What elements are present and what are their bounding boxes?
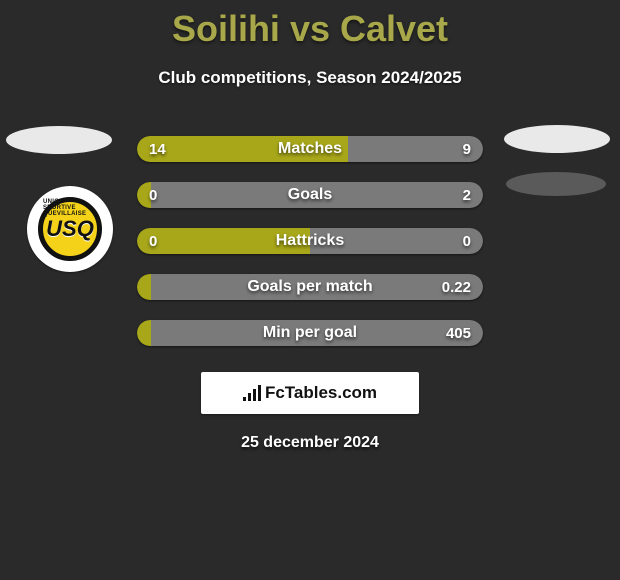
stat-bar: Min per goal405 <box>137 320 483 346</box>
stat-row: Matches14 9 <box>0 126 620 172</box>
brand-text: FcTables.com <box>265 383 377 403</box>
stat-bar: Goals per match0.22 <box>137 274 483 300</box>
stat-label: Min per goal <box>137 320 483 346</box>
stat-value-right: 2 <box>463 182 471 208</box>
brand-box[interactable]: FcTables.com <box>201 372 419 414</box>
stat-row: Hattricks0 0 <box>0 218 620 264</box>
stat-value-right: 9 <box>463 136 471 162</box>
stat-bar: Hattricks0 0 <box>137 228 483 254</box>
stat-value-left: 0 <box>149 182 157 208</box>
stat-label: Goals <box>137 182 483 208</box>
stat-label: Hattricks <box>137 228 483 254</box>
stat-row: Min per goal405 <box>0 310 620 356</box>
stat-value-right: 0 <box>463 228 471 254</box>
stat-value-right: 405 <box>446 320 471 346</box>
stat-value-right: 0.22 <box>442 274 471 300</box>
stat-label: Goals per match <box>137 274 483 300</box>
comparison-subtitle: Club competitions, Season 2024/2025 <box>0 68 620 88</box>
snapshot-date: 25 december 2024 <box>0 434 620 452</box>
stat-bar: Goals0 2 <box>137 182 483 208</box>
brand-chart-icon <box>243 385 261 401</box>
stat-value-left: 0 <box>149 228 157 254</box>
comparison-title: Soilihi vs Calvet <box>0 0 620 50</box>
stat-bar: Matches14 9 <box>137 136 483 162</box>
stat-row: Goals per match0.22 <box>0 264 620 310</box>
stats-container: UNION SPORTIVE QUEVILLAISE USQ Matches14… <box>0 126 620 356</box>
stat-label: Matches <box>137 136 483 162</box>
stat-value-left: 14 <box>149 136 166 162</box>
stat-row: Goals0 2 <box>0 172 620 218</box>
